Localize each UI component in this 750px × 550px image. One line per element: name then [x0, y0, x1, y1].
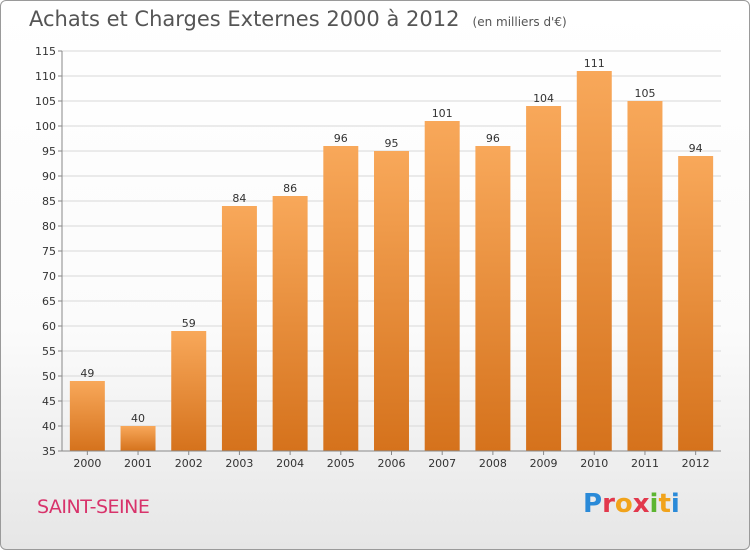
y-tick-label: 60: [42, 320, 56, 333]
chart-subtitle: (en milliers d'€): [472, 15, 567, 29]
y-tick-label: 95: [42, 145, 56, 158]
data-label-2002: 59: [182, 317, 196, 330]
y-tick-label: 35: [42, 445, 56, 458]
data-label-2004: 86: [283, 182, 297, 195]
y-tick-label: 100: [35, 120, 56, 133]
data-label-2007: 101: [432, 107, 453, 120]
bar-2009: [526, 106, 562, 451]
x-tick-label-2012: 2012: [682, 457, 710, 470]
x-tick-label-2001: 2001: [124, 457, 152, 470]
x-tick-label-2006: 2006: [378, 457, 406, 470]
axis-layer: 35 40 45 50 55 60 65 70 75 80 85 90 95 100 105 110 115 20…: [35, 45, 721, 470]
x-tick-label-2004: 2004: [276, 457, 304, 470]
x-tick-label-2002: 2002: [175, 457, 203, 470]
bar-2008: [475, 146, 511, 451]
data-label-2001: 40: [131, 412, 145, 425]
y-tick-label: 90: [42, 170, 56, 183]
data-label-2012: 94: [689, 142, 703, 155]
x-tick-label-2000: 2000: [73, 457, 101, 470]
data-label-2010: 111: [584, 57, 605, 70]
x-tick-label-2009: 2009: [530, 457, 558, 470]
x-tick-label-2010: 2010: [580, 457, 608, 470]
data-label-2003: 84: [232, 192, 246, 205]
y-tick-label: 40: [42, 420, 56, 433]
y-tick-label: 105: [35, 95, 56, 108]
data-label-2006: 95: [385, 137, 399, 150]
bar-2004: [272, 196, 308, 451]
bar-2007: [424, 121, 460, 451]
data-label-2005: 96: [334, 132, 348, 145]
x-tick-label-2003: 2003: [225, 457, 253, 470]
x-tick-label-2007: 2007: [428, 457, 456, 470]
y-tick-label: 65: [42, 295, 56, 308]
y-tick-label: 45: [42, 395, 56, 408]
bar-2003: [221, 206, 257, 451]
chart-title: Achats et Charges Externes 2000 à 2012: [29, 7, 460, 31]
x-tick-label-2005: 2005: [327, 457, 355, 470]
bar-2006: [374, 151, 409, 451]
data-label-2008: 96: [486, 132, 500, 145]
bar-2002: [171, 331, 207, 451]
data-label-2009: 104: [533, 92, 554, 105]
bar-2005: [323, 146, 359, 451]
bars-layer: 49 40 59 84 86 96 95 101 96 104 111 105 94: [69, 57, 714, 451]
bar-2011: [627, 101, 663, 451]
bar-2001: [120, 426, 156, 451]
place-name: SAINT-SEINE: [37, 496, 150, 518]
data-label-2000: 49: [80, 367, 94, 380]
x-tick-label-2008: 2008: [479, 457, 507, 470]
y-tick-label: 75: [42, 245, 56, 258]
data-label-2011: 105: [634, 87, 655, 100]
title-row: Achats et Charges Externes 2000 à 2012 (…: [29, 7, 567, 31]
y-tick-label: 85: [42, 195, 56, 208]
y-tick-label: 55: [42, 345, 56, 358]
brand-logo: Proxiti: [583, 489, 680, 519]
y-tick-label: 80: [42, 220, 56, 233]
bar-2000: [69, 381, 105, 451]
x-tick-label-2011: 2011: [631, 457, 659, 470]
y-tick-label: 115: [35, 45, 56, 58]
bar-2012: [678, 156, 714, 451]
y-tick-label: 110: [35, 70, 56, 83]
y-tick-label: 50: [42, 370, 56, 383]
bar-2010: [576, 71, 612, 451]
y-tick-label: 70: [42, 270, 56, 283]
